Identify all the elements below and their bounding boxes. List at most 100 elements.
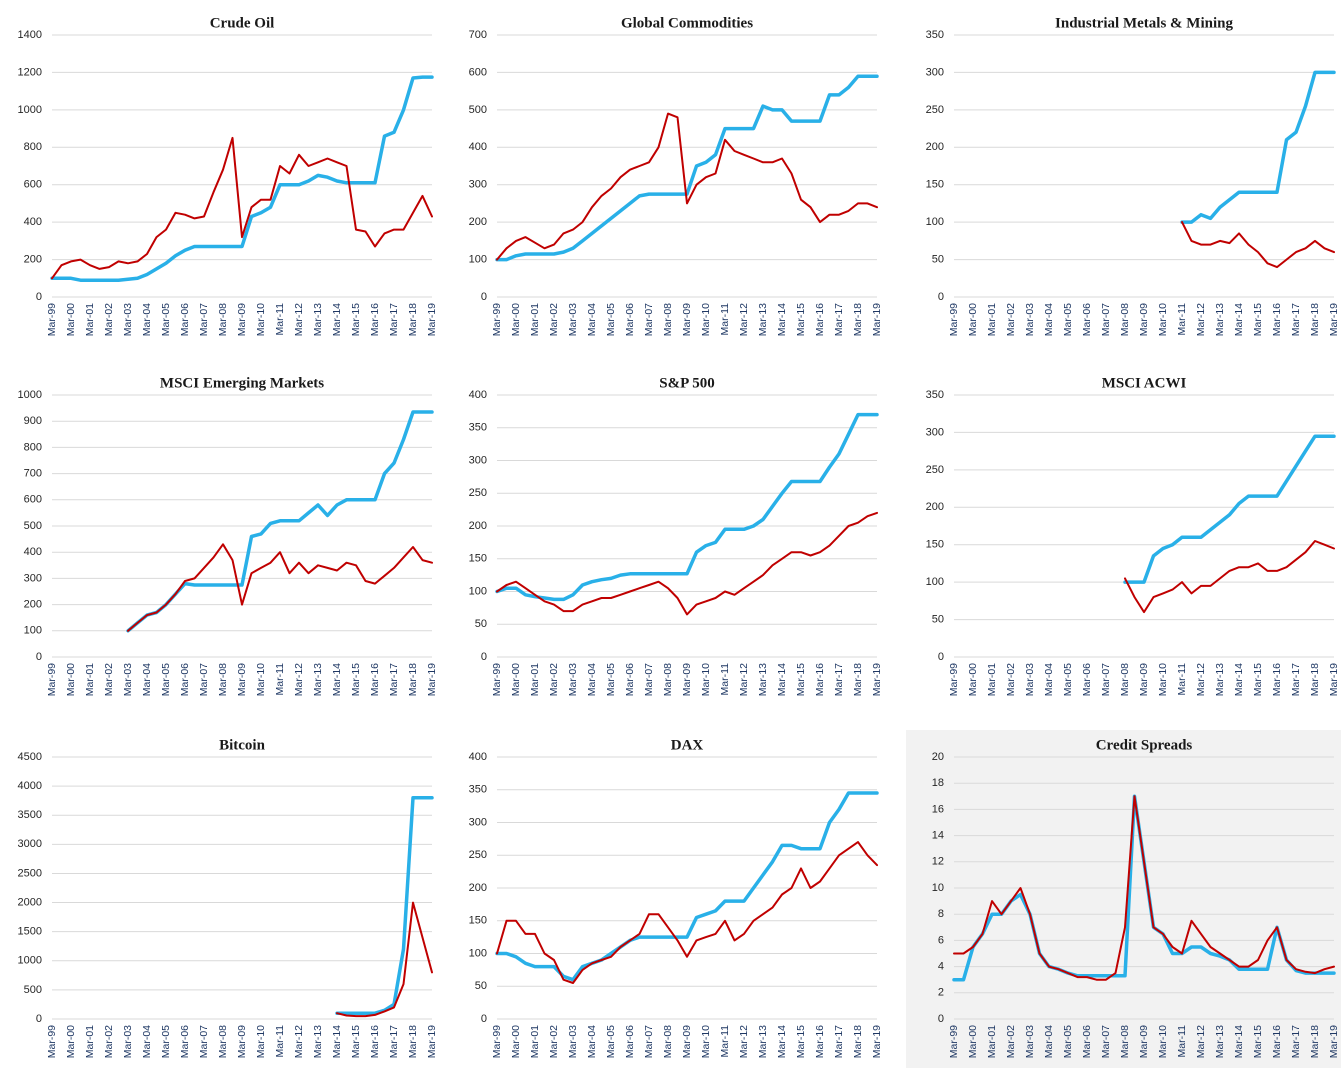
y-tick-label: 0 [36,291,42,303]
x-tick-label: Mar-06 [624,663,636,696]
x-tick-label: Mar-08 [217,663,229,696]
y-tick-label: 6 [938,934,944,946]
x-tick-label: Mar-10 [700,663,712,696]
chart-title: Global Commodities [621,15,753,31]
y-tick-label: 150 [469,553,487,565]
x-tick-label: Mar-17 [388,1025,400,1058]
x-tick-label: Mar-01 [84,663,96,696]
x-tick-label: Mar-04 [586,303,598,336]
y-tick-label: 12 [932,856,944,868]
x-tick-label: Mar-99 [948,663,960,696]
y-tick-label: 50 [932,253,944,265]
chart-title: Industrial Metals & Mining [1055,15,1233,31]
x-tick-label: Mar-99 [491,303,503,336]
x-tick-label: Mar-06 [1081,1025,1093,1058]
y-tick-label: 900 [24,415,42,427]
y-tick-label: 300 [469,454,487,466]
y-tick-label: 200 [926,141,944,153]
x-tick-label: Mar-04 [1043,663,1055,696]
x-tick-label: Mar-02 [103,303,115,336]
x-tick-label: Mar-02 [1005,663,1017,696]
x-tick-label: Mar-17 [1290,303,1302,336]
y-tick-label: 300 [24,572,42,584]
x-tick-label: Mar-07 [198,303,210,336]
x-tick-label: Mar-10 [1157,1025,1169,1058]
chart-title: Crude Oil [210,15,275,31]
x-tick-label: Mar-15 [795,1025,807,1058]
x-tick-label: Mar-09 [681,1025,693,1058]
x-tick-label: Mar-05 [605,663,617,696]
x-tick-label: Mar-05 [160,303,172,336]
x-tick-label: Mar-00 [510,303,522,336]
x-tick-label: Mar-13 [1214,1025,1226,1058]
x-tick-label: Mar-09 [1138,303,1150,336]
y-tick-label: 50 [475,618,487,630]
x-tick-label: Mar-13 [757,663,769,696]
y-tick-label: 50 [932,613,944,625]
x-tick-label: Mar-11 [274,663,286,696]
x-tick-label: Mar-04 [586,663,598,696]
x-tick-label: Mar-08 [217,1025,229,1058]
x-tick-label: Mar-19 [871,303,883,336]
x-tick-label: Mar-17 [388,663,400,696]
line-series [1180,70,1336,224]
y-tick-label: 500 [469,104,487,116]
y-tick-label: 250 [926,464,944,476]
x-tick-label: Mar-19 [871,663,883,696]
x-tick-label: Mar-16 [814,303,826,336]
x-tick-label: Mar-13 [1214,663,1226,696]
y-tick-label: 16 [932,803,944,815]
y-tick-label: 4 [938,961,944,973]
y-tick-label: 50 [475,980,487,992]
x-tick-label: Mar-07 [198,663,210,696]
line-series [1123,434,1336,584]
chart-title: Bitcoin [219,737,265,753]
y-tick-label: 0 [36,1013,42,1025]
y-tick-label: 100 [24,625,42,637]
x-tick-label: Mar-06 [624,303,636,336]
y-tick-label: 400 [24,546,42,558]
x-tick-label: Mar-18 [852,663,864,696]
y-tick-label: 150 [469,915,487,927]
x-tick-label: Mar-16 [1271,663,1283,696]
x-tick-label: Mar-16 [369,303,381,336]
x-tick-label: Mar-14 [331,1025,343,1058]
x-tick-label: Mar-04 [1043,1025,1055,1058]
x-tick-label: Mar-18 [1309,1025,1321,1058]
x-tick-label: Mar-04 [1043,303,1055,336]
y-tick-label: 3500 [18,809,42,821]
x-tick-label: Mar-09 [236,663,248,696]
y-tick-label: 250 [469,487,487,499]
x-tick-label: Mar-03 [567,663,579,696]
y-tick-label: 14 [932,830,944,842]
x-tick-label: Mar-14 [776,663,788,696]
x-tick-label: Mar-05 [160,1025,172,1058]
x-tick-label: Mar-10 [700,303,712,336]
y-tick-label: 1200 [18,66,42,78]
y-tick-label: 600 [24,179,42,191]
y-tick-label: 0 [938,1013,944,1025]
x-tick-label: Mar-09 [236,303,248,336]
y-tick-label: 2500 [18,867,42,879]
y-tick-label: 400 [469,141,487,153]
x-tick-label: Mar-00 [510,663,522,696]
y-tick-label: 700 [469,29,487,41]
line-series [496,112,878,261]
y-tick-label: 2 [938,987,944,999]
y-tick-label: 0 [481,1013,487,1025]
y-tick-label: 200 [469,882,487,894]
x-tick-label: Mar-14 [776,1025,788,1058]
x-tick-label: Mar-19 [426,1025,438,1058]
x-tick-label: Mar-11 [1176,663,1188,696]
y-tick-label: 250 [926,104,944,116]
y-tick-label: 350 [469,422,487,434]
x-tick-label: Mar-05 [1062,663,1074,696]
x-tick-label: Mar-10 [700,1025,712,1058]
x-tick-label: Mar-12 [738,663,750,696]
y-tick-label: 0 [481,651,487,663]
x-tick-label: Mar-03 [122,1025,134,1058]
y-tick-label: 8 [938,908,944,920]
x-tick-label: Mar-12 [738,1025,750,1058]
